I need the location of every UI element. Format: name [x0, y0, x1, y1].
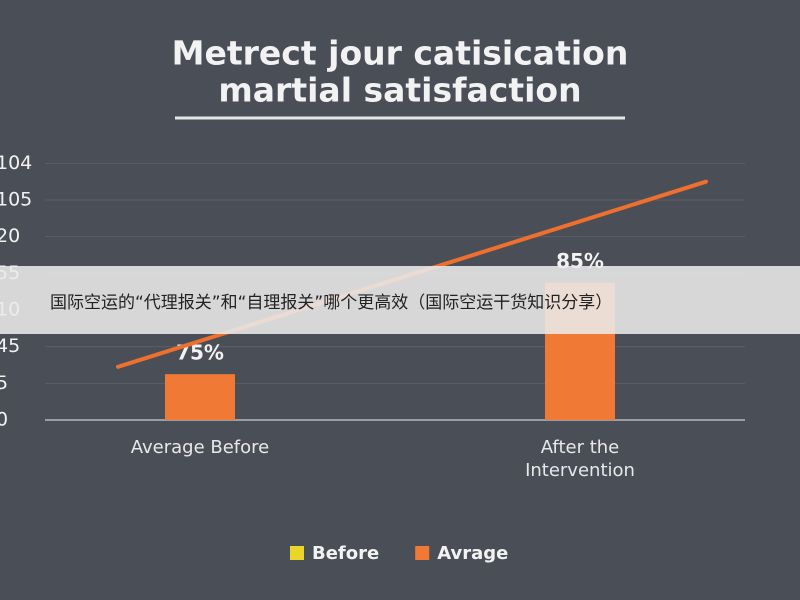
x-tick-label: Average Before	[130, 437, 270, 458]
banner: 国际空运的“代理报关”和“自理报关”哪个更高效（国际空运干货知识分享）	[0, 266, 800, 334]
y-tick-label: 104	[0, 152, 32, 174]
y-tick-label: 5	[0, 372, 8, 394]
chart-title: martial satisfaction	[218, 71, 581, 110]
x-tick-label: After the Intervention	[525, 437, 635, 481]
bar	[165, 374, 235, 420]
legend-label: Avrage	[437, 543, 508, 564]
legend-swatch	[290, 546, 304, 560]
y-tick-label: 45	[0, 335, 20, 357]
legend-label: Before	[312, 543, 379, 564]
y-tick-label: 105	[0, 189, 32, 211]
legend-swatch	[415, 546, 430, 560]
y-tick-label: 0	[0, 409, 8, 431]
y-tick-label: 20	[0, 225, 20, 247]
banner-text: 国际空运的“代理报关”和“自理报关”哪个更高效（国际空运干货知识分享）	[50, 293, 613, 313]
chart-title: Metrect jour catisication	[172, 34, 629, 73]
